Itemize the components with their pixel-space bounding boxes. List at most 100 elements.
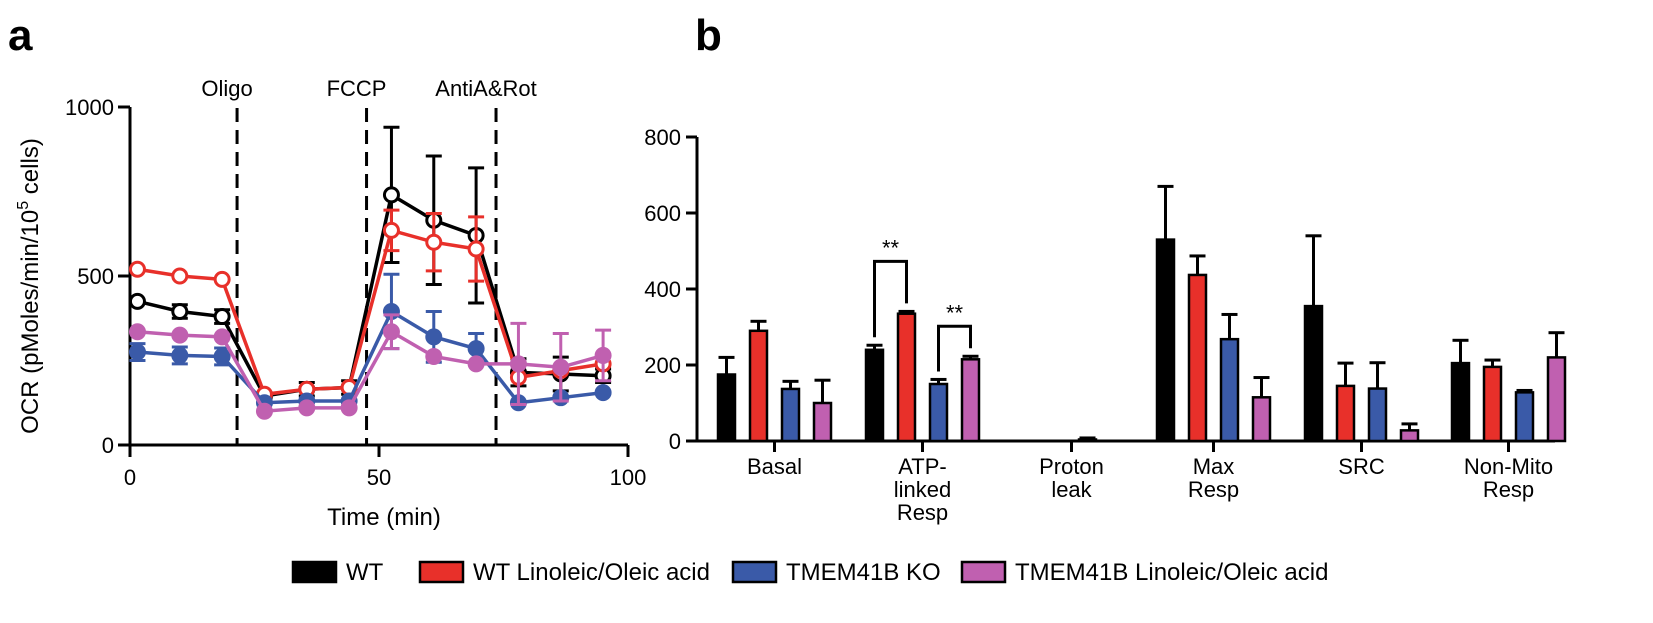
category-label: leak: [1051, 477, 1092, 502]
data-point: [425, 233, 443, 251]
bars-wt_lo: [748, 254, 1503, 443]
legend-label: TMEM41B Linoleic/Oleic acid: [1015, 559, 1328, 586]
y-tick-label: 800: [644, 125, 681, 150]
bar: [780, 387, 801, 443]
y-axis-title-main: OCR (pMoles/min/10: [17, 210, 44, 434]
category-label: Resp: [1188, 477, 1239, 502]
category-label: Resp: [897, 500, 948, 525]
bar: [1187, 273, 1208, 443]
bar: [1514, 391, 1535, 443]
bar: [1367, 387, 1388, 443]
data-point: [213, 270, 231, 288]
y-axis-title-superscript: 5: [15, 201, 32, 210]
data-point: [425, 328, 443, 346]
data-point: [213, 308, 231, 326]
bar: [1303, 304, 1324, 443]
data-point: [171, 267, 189, 285]
injection-label: FCCP: [327, 76, 387, 101]
legend-swatch-ko: [731, 560, 778, 584]
bar: [1399, 429, 1420, 443]
data-point: [128, 323, 146, 341]
data-point: [340, 399, 358, 417]
series-wt: [128, 125, 612, 405]
data-point: [509, 355, 527, 373]
legend-swatch-wt_lo: [418, 560, 465, 584]
injection-label: Oligo: [201, 76, 252, 101]
bar: [960, 358, 981, 443]
data-point: [382, 221, 400, 239]
y-tick-label: 400: [644, 277, 681, 302]
data-point: [171, 302, 189, 320]
category-label: SRC: [1338, 454, 1385, 479]
data-point: [382, 323, 400, 341]
bar: [1450, 361, 1471, 443]
y-tick-label: 600: [644, 201, 681, 226]
bar: [1546, 356, 1567, 443]
y-tick-label: 0: [669, 429, 681, 454]
data-point: [128, 343, 146, 361]
data-point: [255, 402, 273, 420]
legend: WT WT Linoleic/Oleic acid TMEM41B KO TMEM41…: [291, 559, 1328, 586]
panel-a-line-chart: 0 500 1000 0 50 100 Time (min) OCR (pMoles/min/…: [15, 76, 646, 531]
category-label: Max: [1193, 454, 1235, 479]
category-label: Proton: [1039, 454, 1104, 479]
bar: [748, 329, 769, 443]
bar: [1251, 396, 1272, 443]
bar: [864, 348, 885, 443]
data-point: [467, 240, 485, 258]
bars-ko_lo: [812, 331, 1567, 443]
data-point: [382, 186, 400, 204]
data-point: [467, 340, 485, 358]
significance-label: **: [946, 300, 964, 325]
category-label: ATP-: [898, 454, 946, 479]
series-line: [137, 308, 604, 405]
legend-label: WT Linoleic/Oleic acid: [473, 559, 710, 586]
data-point: [128, 292, 146, 310]
data-point: [594, 384, 612, 402]
data-point: [213, 328, 231, 346]
bar: [1155, 238, 1176, 443]
significance-bracket: [873, 259, 908, 338]
category-label: Resp: [1483, 477, 1534, 502]
y-tick-label: 0: [102, 433, 114, 458]
bars-wt: [716, 184, 1471, 443]
legend-swatch-ko_lo: [960, 560, 1007, 584]
bar: [1219, 337, 1240, 443]
data-point: [171, 326, 189, 344]
data-point: [594, 346, 612, 364]
category-label: Basal: [747, 454, 802, 479]
panel-a-letter: a: [8, 11, 33, 60]
data-point: [213, 347, 231, 365]
category-label: Non-Mito: [1464, 454, 1553, 479]
y-tick-label: 1000: [65, 95, 114, 120]
data-point: [298, 399, 316, 417]
bar: [896, 312, 917, 443]
panel-b-letter: b: [695, 11, 722, 60]
bar: [1482, 365, 1503, 443]
y-tick-label: 500: [77, 264, 114, 289]
bar: [812, 401, 833, 443]
data-point: [171, 346, 189, 364]
legend-swatch-wt: [291, 560, 338, 584]
x-tick-label: 100: [610, 465, 647, 490]
bar: [928, 382, 949, 443]
x-tick-label: 0: [124, 465, 136, 490]
data-point: [552, 358, 570, 376]
data-point: [425, 347, 443, 365]
y-axis-title-end: cells): [17, 138, 44, 201]
y-tick-label: 200: [644, 353, 681, 378]
x-axis-title: Time (min): [327, 504, 441, 531]
bar: [716, 373, 737, 443]
injection-label: AntiA&Rot: [435, 76, 537, 101]
x-tick-label: 50: [367, 465, 391, 490]
bar: [1335, 384, 1356, 443]
legend-label: WT: [346, 559, 384, 586]
bars-ko: [780, 312, 1535, 443]
data-point: [128, 260, 146, 278]
data-point: [467, 355, 485, 373]
series-ko_lo: [128, 313, 612, 420]
significance-label: **: [882, 235, 900, 260]
significance-bracket: [937, 324, 972, 372]
